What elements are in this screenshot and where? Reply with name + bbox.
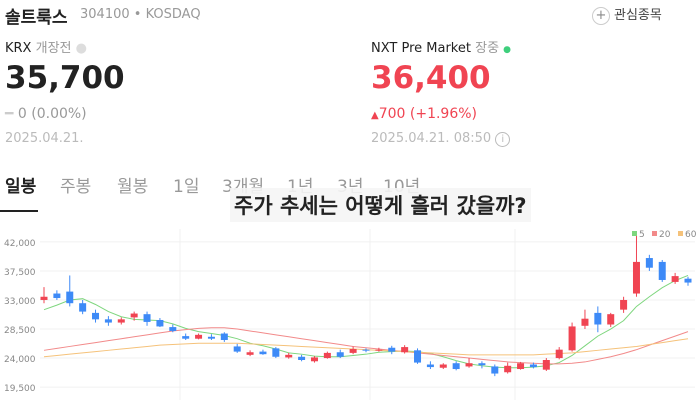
stock-code: 304100 (80, 7, 130, 22)
candle-body (349, 349, 357, 353)
legend-swatch (678, 231, 683, 236)
period-tab[interactable]: 주봉 (60, 177, 92, 197)
candle-body (401, 347, 409, 353)
candle-body (362, 349, 370, 351)
period-tab[interactable]: 일봉 (5, 177, 37, 197)
krx-change: 0 (0.00%) (17, 106, 87, 122)
moving-average (43, 274, 689, 369)
candle-body (439, 364, 447, 368)
candle-body (555, 349, 563, 359)
nxt-date-line: 2025.04.21. 08:50 i (371, 131, 511, 147)
candle-body (53, 293, 61, 299)
candle-body (671, 276, 679, 282)
candle-body (529, 364, 537, 368)
nxt-price: 36,400 (371, 60, 491, 96)
watch-label: 관심종목 (614, 8, 662, 23)
watch-button[interactable]: + 관심종목 (592, 4, 662, 25)
candle-body (375, 349, 383, 351)
nxt-change-line: ▲700 (+1.96%) (371, 106, 478, 122)
candle-body (491, 366, 499, 374)
candle-body (517, 363, 525, 370)
y-tick-label: 28,500 (4, 326, 36, 336)
nxt-change: 700 (+1.96%) (378, 106, 478, 122)
candle-body (465, 363, 473, 367)
nxt-label: NXT Pre Market (371, 41, 471, 56)
y-tick-label: 37,500 (4, 268, 36, 278)
tab-underline (0, 210, 38, 212)
candle-body (388, 347, 396, 352)
candle-body (272, 348, 280, 357)
candle-body (40, 296, 48, 300)
period-tab[interactable]: 월봉 (117, 177, 149, 197)
candle-body (285, 354, 293, 358)
candle-body (504, 365, 512, 373)
candle-body (645, 258, 653, 268)
y-tick-label: 24,000 (4, 355, 36, 365)
candle-body (632, 261, 640, 294)
candle-body (92, 312, 100, 320)
candle-body (414, 350, 422, 363)
y-tick-label: 19,500 (4, 384, 36, 394)
nxt-label-line: NXT Pre Market 장중 ● (371, 41, 512, 56)
candle-body (594, 312, 602, 325)
y-tick-label: 33,000 (4, 297, 36, 307)
legend-swatch (652, 231, 657, 236)
candle-body (426, 364, 434, 368)
candle-body (568, 326, 576, 351)
candle-body (620, 299, 628, 310)
candle-body (452, 363, 460, 370)
candle-body (182, 336, 190, 339)
krx-date: 2025.04.21. (5, 131, 84, 146)
candle-body (79, 303, 87, 312)
krx-price: 35,700 (5, 60, 125, 96)
legend-swatch (632, 231, 637, 236)
market: KOSDAQ (145, 7, 201, 22)
legend-label: 60 (685, 230, 697, 240)
nxt-date: 2025.04.21. 08:50 (371, 131, 492, 146)
legend-label: 5 (639, 230, 645, 240)
period-tab[interactable]: 1일 (173, 177, 200, 197)
candle-body (336, 352, 344, 357)
candle-body (310, 357, 318, 362)
overlay-caption: 주가 추세는 어떻게 흘러 갔을까? (230, 188, 531, 222)
candle-body (220, 333, 228, 340)
candle-body (66, 291, 74, 304)
candle-body (259, 351, 267, 355)
candle-body (130, 313, 138, 318)
candle-body (246, 352, 254, 355)
candle-body (195, 334, 203, 339)
candle-body (156, 319, 164, 327)
legend-label: 20 (659, 230, 671, 240)
nxt-status: 장중 (475, 41, 500, 56)
candle-body (298, 356, 306, 360)
candle-body (104, 319, 112, 323)
candle-body (684, 278, 692, 283)
candle-body (658, 261, 666, 280)
candle-body (581, 318, 589, 326)
stock-name: 솔트룩스 (5, 8, 68, 28)
candle-body (607, 314, 615, 325)
krx-change-line: ━ 0 (0.00%) (5, 106, 87, 122)
krx-label-line: KRX 개장전 ● (5, 41, 87, 56)
candle-body (542, 359, 550, 370)
stock-code-line: 304100 • KOSDAQ (80, 7, 201, 22)
y-tick-label: 42,000 (4, 239, 36, 249)
candle-body (233, 346, 241, 352)
candle-body (143, 314, 151, 322)
krx-status: 개장전 (35, 41, 72, 56)
krx-label: KRX (5, 41, 32, 56)
candle-body (478, 363, 486, 366)
candle-body (323, 352, 331, 359)
candle-body (117, 319, 125, 323)
moving-average (43, 327, 689, 365)
candle-body (207, 336, 215, 339)
candle-body (169, 327, 177, 331)
